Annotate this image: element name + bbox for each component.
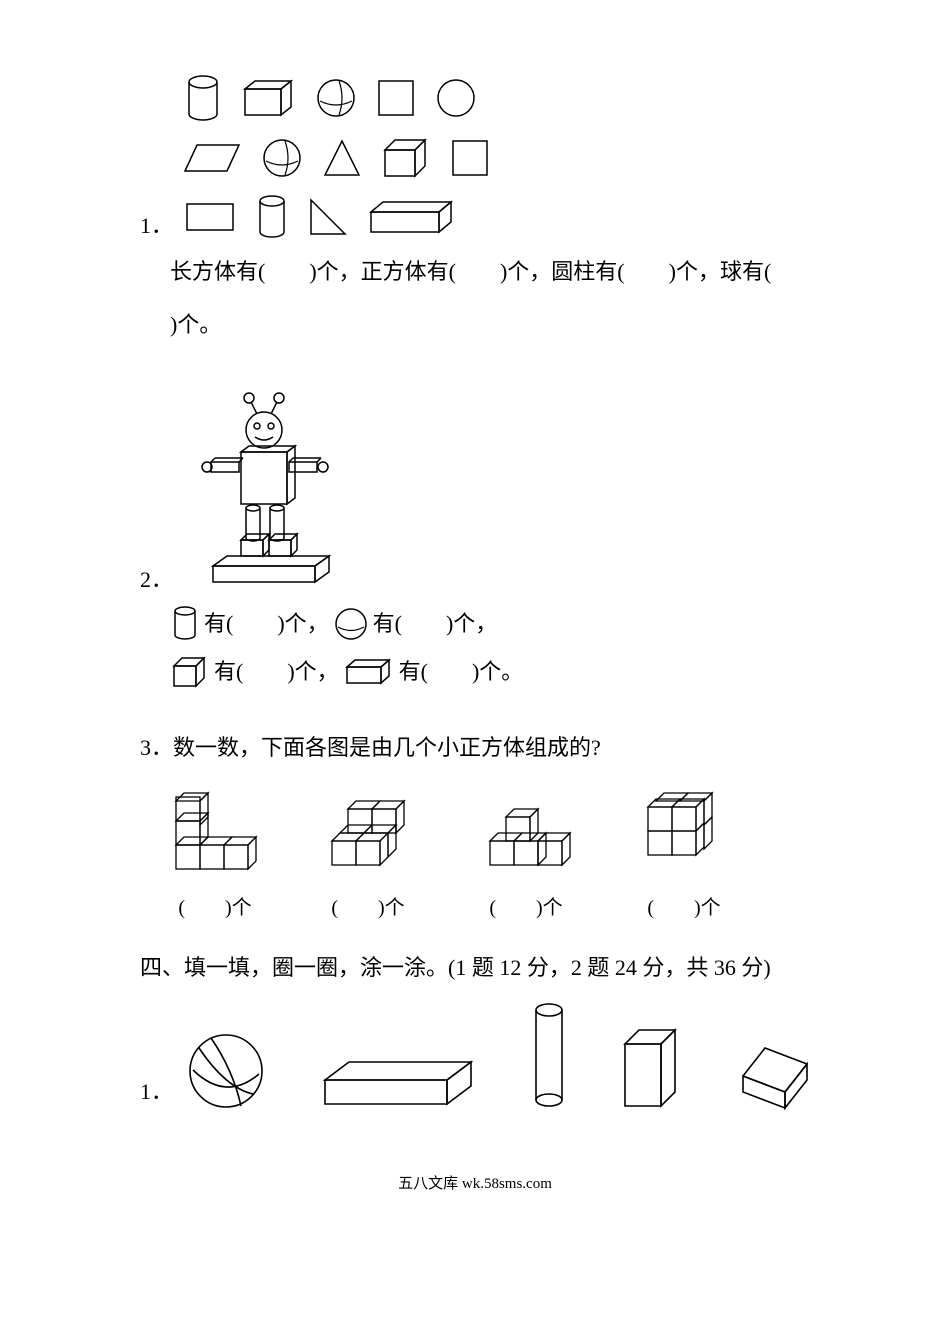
square-icon xyxy=(449,137,491,179)
cubes-2x2x2-icon xyxy=(634,791,734,881)
long-cuboid-icon xyxy=(367,198,457,236)
q2-line-1: 有( )个， 有( )个， xyxy=(140,600,810,648)
sphere-icon xyxy=(261,137,303,179)
question-3: 3．数一数，下面各图是由几个小正方体组成的? xyxy=(140,724,810,919)
q3-fig-2: ( )个 xyxy=(318,791,418,920)
cylinder-icon xyxy=(183,74,223,122)
triangle-icon xyxy=(321,137,363,179)
robot-figure xyxy=(183,380,343,600)
cube-icon xyxy=(170,654,210,690)
right-triangle-icon xyxy=(307,196,349,238)
cubes-l-shape-icon xyxy=(170,791,260,881)
q1-shape-row-1 xyxy=(183,74,491,122)
circle-icon xyxy=(435,77,477,119)
q3-label-1: ( )个 xyxy=(178,891,251,920)
q3-cube-row: ( )个 xyxy=(140,791,810,920)
q2-text-2b: 有( )个。 xyxy=(399,648,524,696)
question-2: 2． xyxy=(140,380,810,697)
section-4-q1: 1． xyxy=(140,1002,810,1112)
q3-prompt: 数一数，下面各图是由几个小正方体组成的? xyxy=(173,735,601,760)
q1-shape-row-2 xyxy=(183,136,491,180)
cuboid-icon xyxy=(241,77,297,119)
q2-number: 2． xyxy=(140,562,173,600)
tall-cylinder-icon xyxy=(529,1002,569,1112)
q3-number: 3． xyxy=(140,735,173,760)
s4q1-row: 1． xyxy=(140,1002,810,1112)
q1-text-1: 长方体有( )个，正方体有( )个，圆柱有( )个，球有( xyxy=(140,246,810,299)
s4q1-number: 1． xyxy=(140,1074,173,1112)
footer-text: 五八文库 wk.58sms.com xyxy=(140,1172,810,1193)
square-icon xyxy=(375,77,417,119)
cubes-step-icon xyxy=(318,791,418,881)
sphere-icon xyxy=(333,606,369,642)
sphere-icon xyxy=(315,77,357,119)
rectangle-icon xyxy=(183,200,237,234)
q1-number: 1． xyxy=(140,208,173,246)
q3-text: 3．数一数，下面各图是由几个小正方体组成的? xyxy=(140,724,810,772)
q3-label-3: ( )个 xyxy=(489,891,562,920)
cylinder-icon xyxy=(170,605,200,643)
question-1: 1． xyxy=(140,60,810,352)
page: 1． xyxy=(0,0,950,1233)
parallelogram-icon xyxy=(183,139,243,177)
slab-icon xyxy=(319,1056,479,1112)
section-4-title: 四、填一填，圈一圈，涂一涂。(1 题 12 分，2 题 24 分，共 36 分) xyxy=(140,950,810,982)
tall-cuboid-icon xyxy=(619,1026,685,1112)
q3-fig-4: ( )个 xyxy=(634,791,734,920)
robot-icon xyxy=(183,390,343,590)
q1-shape-grid xyxy=(183,60,491,246)
q3-fig-3: ( )个 xyxy=(476,803,576,920)
cuboid-icon xyxy=(343,657,395,687)
q1-text-2: )个。 xyxy=(140,299,810,352)
q3-fig-1: ( )个 xyxy=(170,791,260,920)
cubes-corner-icon xyxy=(476,803,576,881)
s4q1-shapes xyxy=(183,1002,825,1112)
q2-row: 2． xyxy=(140,380,810,600)
cylinder-icon xyxy=(255,194,289,240)
q3-label-2: ( )个 xyxy=(331,891,404,920)
q2-text-1b: 有( )个， xyxy=(373,600,498,648)
cube-icon xyxy=(381,136,431,180)
q2-text-2a: 有( )个， xyxy=(214,648,339,696)
q1-row: 1． xyxy=(140,60,810,246)
q2-line-2: 有( )个， 有( )个。 xyxy=(140,648,810,696)
q3-label-4: ( )个 xyxy=(647,891,720,920)
tilted-cube-icon xyxy=(735,1040,825,1112)
ball-icon xyxy=(183,1030,269,1112)
q2-text-1a: 有( )个， xyxy=(204,600,329,648)
q1-shape-row-3 xyxy=(183,194,491,240)
